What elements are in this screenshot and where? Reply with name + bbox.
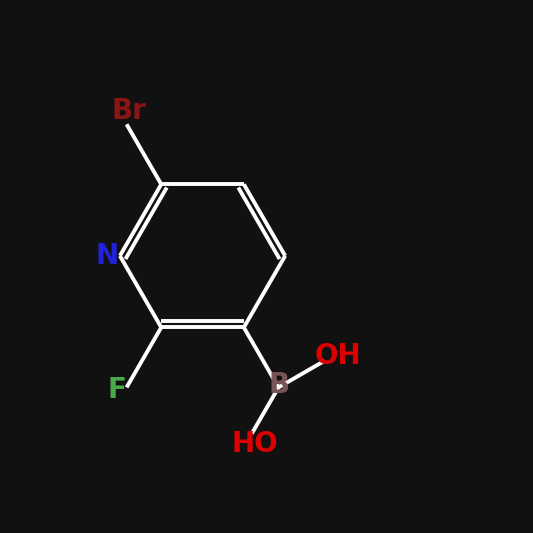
Text: HO: HO xyxy=(231,430,278,458)
Text: B: B xyxy=(269,371,290,399)
Text: Br: Br xyxy=(112,97,147,125)
Text: F: F xyxy=(108,376,126,404)
Text: OH: OH xyxy=(314,343,361,370)
Text: N: N xyxy=(95,242,118,270)
